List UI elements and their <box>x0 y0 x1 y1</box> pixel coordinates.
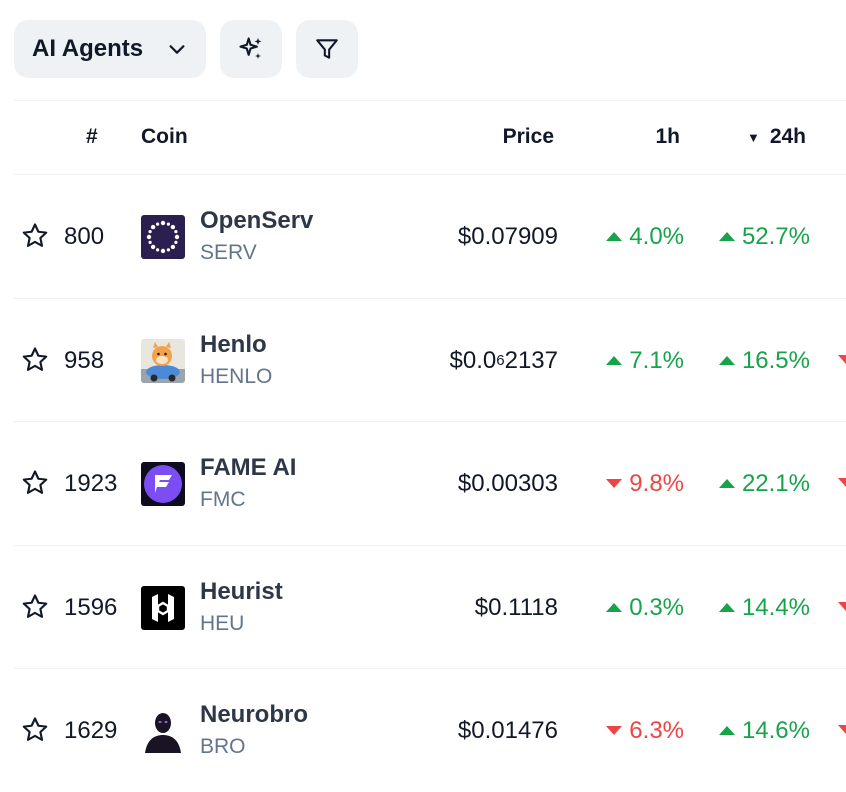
coin-rank: 958 <box>64 346 105 374</box>
up-triangle-icon <box>718 356 735 365</box>
header-coin[interactable]: Coin <box>141 125 188 148</box>
header-price[interactable]: Price <box>502 125 554 148</box>
coin-name[interactable]: Neurobro <box>200 701 308 728</box>
change-24h: 14.4% <box>718 546 810 669</box>
down-triangle-icon <box>606 479 623 488</box>
up-triangle-icon <box>718 232 735 241</box>
change-1h: 4.0% <box>606 175 684 298</box>
up-triangle-icon <box>718 603 735 612</box>
star-icon[interactable] <box>20 345 50 380</box>
sparkles-icon <box>237 35 265 63</box>
up-triangle-icon <box>718 726 735 735</box>
coin-rank: 1923 <box>64 469 118 497</box>
filter-button[interactable] <box>296 20 358 78</box>
down-triangle-icon <box>606 726 623 735</box>
star-icon[interactable] <box>20 221 50 256</box>
up-triangle-icon <box>718 479 735 488</box>
down-triangle-icon <box>838 478 846 487</box>
up-triangle-icon <box>606 232 623 241</box>
coin-rank: 800 <box>64 222 105 250</box>
header-1h[interactable]: 1h <box>655 125 680 148</box>
coin-symbol: HEU <box>200 612 245 635</box>
change-24h: 52.7% <box>718 175 810 298</box>
coin-name[interactable]: Heurist <box>200 578 283 605</box>
coin-name[interactable]: FAME AI <box>200 454 297 481</box>
down-triangle-icon <box>838 602 846 611</box>
chevron-down-icon <box>166 38 188 60</box>
coin-rank: 1629 <box>64 716 118 744</box>
coin-symbol: SERV <box>200 241 257 264</box>
table-row[interactable]: 1629 Neurobro BRO $0.01476 6.3% 14.6% <box>0 669 846 792</box>
table-row[interactable]: 800 OpenServ SERV $0.07909 4.0% 52.7% <box>0 175 846 298</box>
star-icon[interactable] <box>20 715 50 750</box>
filter-icon <box>314 36 340 62</box>
row-divider <box>14 298 846 299</box>
change-1h: 0.3% <box>606 546 684 669</box>
coin-price: $0.01476 <box>457 716 558 744</box>
table-row[interactable]: 1923 FAME AI FMC $0.00303 9.8% 22.1% <box>0 422 846 545</box>
row-divider <box>14 421 846 422</box>
table-top-divider <box>14 100 846 101</box>
henlo-logo <box>141 339 185 383</box>
header-rank[interactable]: # <box>86 125 98 148</box>
table-row[interactable]: 958 Henlo HENLO $0.0 6 2137 7.1% 16.5% <box>0 299 846 422</box>
heurist-logo <box>141 586 185 630</box>
header-24h[interactable]: ▼ 24h <box>747 100 806 174</box>
coin-price: $0.00303 <box>457 469 558 497</box>
change-1h: 9.8% <box>606 422 684 545</box>
coin-rank: 1596 <box>64 593 118 621</box>
fame-ai-logo <box>141 462 185 506</box>
coin-price: $0.1118 <box>474 593 558 621</box>
category-dropdown[interactable]: AI Agents <box>14 20 206 78</box>
coin-name[interactable]: OpenServ <box>200 207 314 234</box>
change-1h: 7.1% <box>606 299 684 422</box>
up-triangle-icon <box>606 603 623 612</box>
row-divider <box>14 668 846 669</box>
change-24h: 22.1% <box>718 422 810 545</box>
change-24h: 14.6% <box>718 669 810 792</box>
category-dropdown-label: AI Agents <box>32 35 144 62</box>
coin-name[interactable]: Henlo <box>200 331 267 358</box>
row-divider <box>14 545 846 546</box>
coin-symbol: HENLO <box>200 365 273 388</box>
change-24h: 16.5% <box>718 299 810 422</box>
coin-price: $0.07909 <box>457 222 558 250</box>
coin-symbol: FMC <box>200 488 246 511</box>
star-icon[interactable] <box>20 592 50 627</box>
coin-symbol: BRO <box>200 735 246 758</box>
neurobro-logo <box>141 709 185 753</box>
header-divider <box>14 174 846 175</box>
star-icon[interactable] <box>20 468 50 503</box>
coin-price: $0.0 6 2137 <box>449 346 558 374</box>
down-triangle-icon <box>838 725 846 734</box>
openserv-logo <box>141 215 185 259</box>
toolbar: AI Agents <box>14 20 358 78</box>
ai-sparkle-button[interactable] <box>220 20 282 78</box>
sort-desc-icon: ▼ <box>746 129 760 145</box>
header-24h-label: 24h <box>769 125 806 148</box>
down-triangle-icon <box>838 355 846 364</box>
table-row[interactable]: 1596 Heurist HEU $0.1118 0.3% 14.4% <box>0 546 846 669</box>
change-1h: 6.3% <box>606 669 684 792</box>
up-triangle-icon <box>606 356 623 365</box>
